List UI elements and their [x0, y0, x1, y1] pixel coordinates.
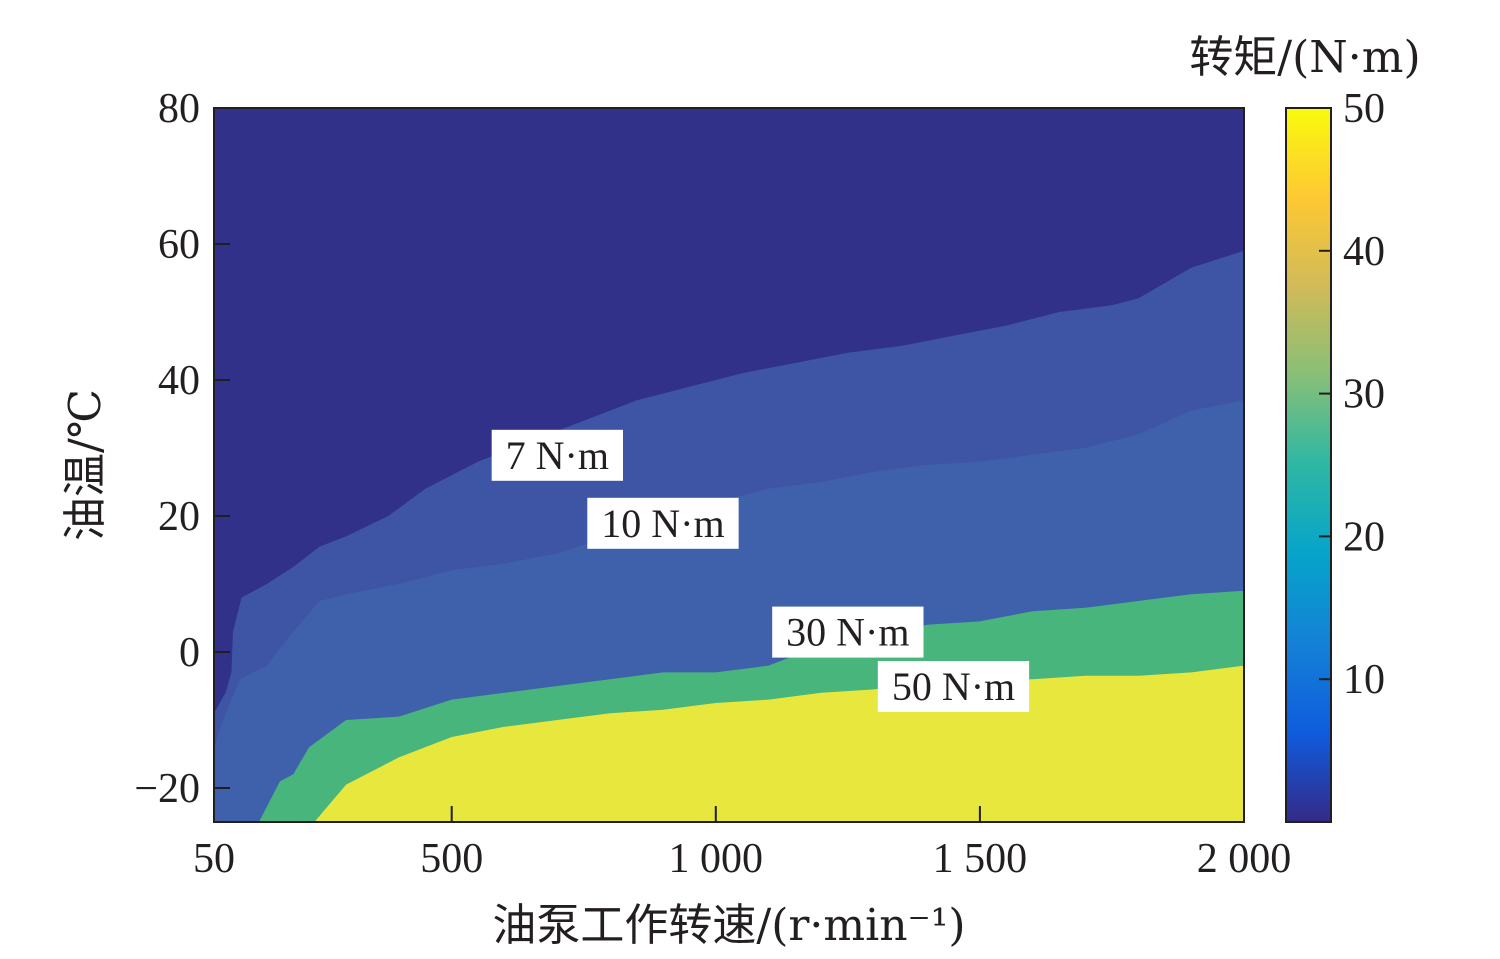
plot-frame: [213, 107, 1245, 823]
colorbar-tick-label: 30: [1343, 372, 1385, 418]
x-axis: 50 500 1 000 1 500 2 000: [193, 806, 1291, 882]
y-tick-label: 20: [158, 494, 200, 540]
colorbar-tick-label: 20: [1343, 514, 1385, 560]
colorbar-title: 转矩/(N·m): [1189, 32, 1420, 83]
contour-label-text: 7 N·m: [506, 433, 609, 478]
contour-label-box: [587, 497, 739, 549]
contour-label-box: [491, 429, 623, 481]
y-tick-label: −20: [134, 766, 200, 812]
contour-label-text: 10 N·m: [601, 501, 724, 546]
colorbar-tick-label: 10: [1343, 657, 1385, 703]
x-tick-label: 50: [193, 836, 235, 882]
colorbar: 10 20 30 40 50 转矩/(N·m): [1189, 32, 1421, 823]
contour-label-text: 30 N·m: [786, 610, 909, 655]
y-axis-title: 油温/℃: [60, 389, 111, 541]
plot-area: [214, 108, 1244, 822]
contour-label-30: 30 N·m: [772, 606, 924, 658]
contour-label-text: 50 N·m: [892, 664, 1015, 709]
y-tick-label: 80: [158, 86, 200, 132]
contour-label-box: [772, 606, 924, 658]
colorbar-gradient: [1286, 108, 1331, 822]
contour-label-7: 7 N·m: [491, 429, 623, 481]
y-tick-label: 40: [158, 358, 200, 404]
contour-label-10: 10 N·m: [587, 497, 739, 549]
x-tick-label: 1 000: [669, 836, 764, 882]
y-axis: −20 0 20 40 60 80: [134, 86, 230, 812]
colorbar-frame: [1285, 107, 1332, 823]
contour-label-50: 50 N·m: [877, 661, 1030, 712]
x-axis-title: 油泵工作转速/(r·min⁻¹): [492, 900, 965, 951]
colorbar-ticks: 10 20 30 40 50: [1319, 86, 1385, 703]
contour-label-box: [877, 661, 1030, 712]
colorbar-tick-label: 40: [1343, 229, 1385, 275]
x-tick-label: 2 000: [1197, 836, 1292, 882]
colorbar-tick-label: 50: [1343, 86, 1385, 132]
y-tick-label: 60: [158, 222, 200, 268]
y-tick-label: 0: [179, 630, 200, 676]
contour-labels: 7 N·m 10 N·m 30 N·m 50 N·m: [491, 429, 1030, 712]
x-tick-label: 500: [420, 836, 483, 882]
x-tick-label: 1 500: [933, 836, 1028, 882]
